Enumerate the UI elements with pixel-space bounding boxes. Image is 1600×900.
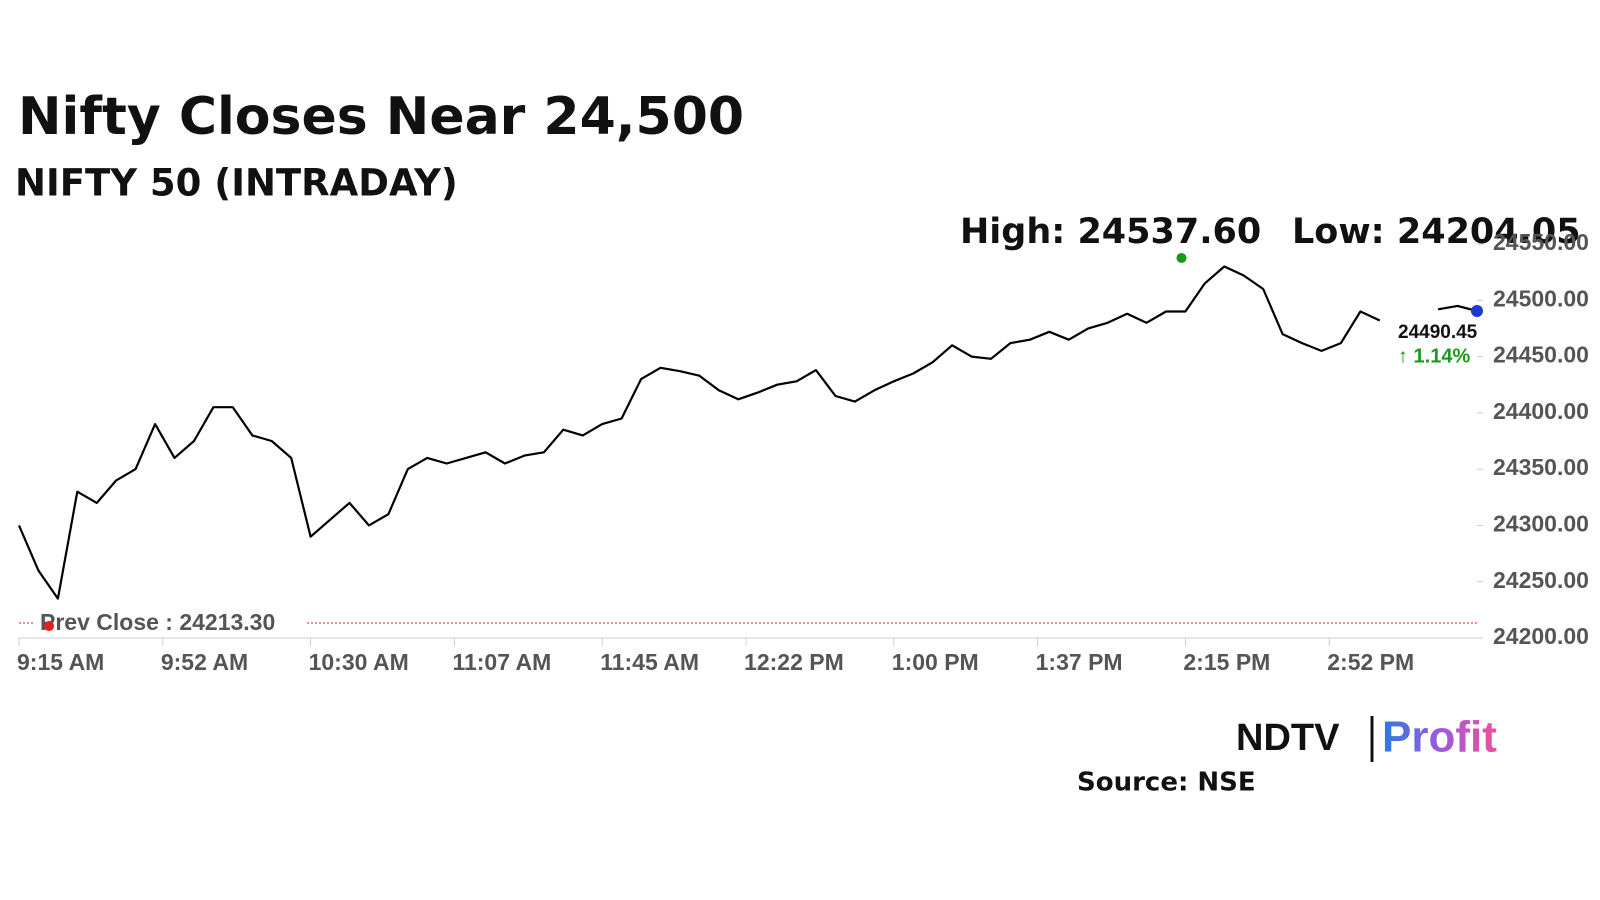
high-annotation: High: 24537.60 [960,212,1261,252]
y-tick-label: 24350.00 [1493,454,1589,480]
x-tick-label: 2:15 PM [1183,649,1270,675]
x-tick-label: 11:07 AM [452,649,551,675]
prev-close-bg [34,607,306,638]
source: Source: NSE [1077,768,1256,798]
high-dot [1176,252,1187,263]
prev-close-dot [44,621,54,632]
prev-close-label: Prev Close : 24213.30 [40,609,275,635]
logo-product: Profit [1382,713,1497,762]
change-label: ↑ 1.14% [1398,345,1470,367]
x-tick-label: 11:45 AM [600,649,699,675]
price-line [17,265,1478,600]
y-tick-label: 24250.00 [1493,567,1589,593]
low-annotation: Low: 24204.05 [1292,212,1581,252]
x-tick-label: 1:00 PM [892,649,979,675]
x-tick-label: 12:22 PM [744,649,844,675]
last-value-label: 24490.45 [1398,322,1478,343]
y-tick-label: 24500.00 [1493,285,1589,311]
x-tick-label: 1:37 PM [1036,649,1123,675]
x-tick-label: 10:30 AM [309,649,409,675]
x-tick-label: 2:52 PM [1327,649,1414,675]
y-tick-label: 24300.00 [1493,511,1589,537]
logo-brand: NDTV [1236,717,1340,759]
x-tick-label: 9:15 AM [17,649,104,675]
y-tick-label: 24450.00 [1493,342,1589,368]
chart-title: Nifty Closes Near 24,500 [18,87,744,147]
chart-subtitle: NIFTY 50 (INTRADAY) [15,162,458,205]
last-dot [1471,305,1483,318]
y-tick-label: 24200.00 [1493,623,1589,649]
x-tick-label: 9:52 AM [161,649,248,675]
y-tick-label: 24400.00 [1493,398,1589,424]
y-tick-label: 24550.00 [1493,229,1589,255]
